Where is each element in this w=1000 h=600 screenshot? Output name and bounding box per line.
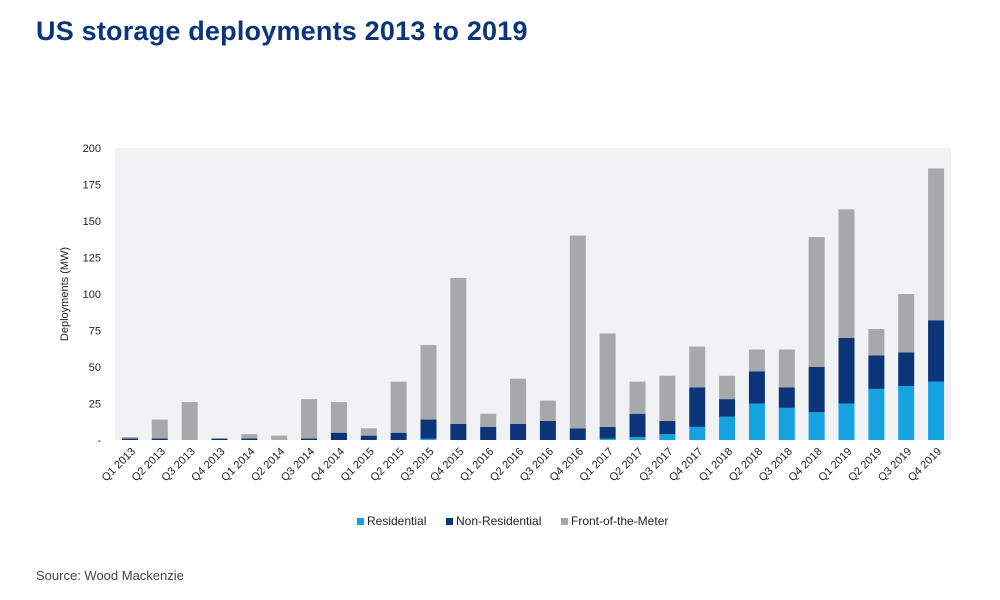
bar-front-of-the-meter (330, 402, 347, 433)
bar-residential (659, 434, 676, 440)
bar-non-residential (211, 438, 228, 440)
bar-residential (928, 381, 945, 440)
bar-residential (599, 438, 616, 440)
bar-residential (689, 426, 706, 440)
bar-front-of-the-meter (301, 399, 318, 439)
bar-front-of-the-meter (510, 378, 527, 424)
bar-residential (719, 416, 736, 440)
bar-non-residential (569, 428, 586, 440)
bar-front-of-the-meter (659, 375, 676, 422)
bar-front-of-the-meter (181, 402, 198, 440)
bar-front-of-the-meter (121, 437, 138, 439)
bar-residential (420, 438, 437, 440)
bar-non-residential (689, 387, 706, 427)
bar-front-of-the-meter (868, 329, 885, 356)
bar-non-residential (748, 371, 765, 404)
bar-non-residential (480, 426, 497, 440)
bar-front-of-the-meter (629, 381, 646, 414)
y-tick-label: 200 (83, 143, 101, 155)
y-axis: - 25 50 75 100 125 150 175 200 (83, 143, 102, 447)
bar-front-of-the-meter (748, 349, 765, 372)
bar-non-residential (390, 432, 407, 440)
bar-front-of-the-meter (689, 346, 706, 388)
bar-non-residential (330, 432, 347, 440)
bar-non-residential (599, 426, 616, 439)
bar-front-of-the-meter (569, 235, 586, 429)
bar-front-of-the-meter (241, 434, 258, 439)
bars (121, 168, 945, 440)
bar-front-of-the-meter (360, 428, 377, 436)
bar-front-of-the-meter (539, 400, 556, 422)
bar-front-of-the-meter (151, 419, 168, 439)
bar-front-of-the-meter (838, 209, 855, 338)
bar-non-residential (121, 438, 138, 440)
y-tick-label: 175 (83, 180, 101, 192)
bar-front-of-the-meter (390, 381, 407, 433)
bar-residential (778, 407, 795, 440)
bar-non-residential (360, 435, 377, 440)
legend-label: Front-of-the-Meter (571, 514, 668, 528)
bar-non-residential (301, 438, 318, 440)
x-tick-label: Q4 2019 (906, 446, 944, 484)
bar-non-residential (928, 320, 945, 382)
y-tick-label: 75 (89, 326, 101, 338)
bar-residential (838, 403, 855, 440)
bar-non-residential (898, 352, 915, 386)
bar-residential (629, 437, 646, 440)
y-tick-label: 150 (83, 216, 101, 228)
source-note: Source: Wood Mackenzie (36, 568, 184, 583)
bar-residential (868, 388, 885, 440)
bar-front-of-the-meter (599, 333, 616, 427)
bar-non-residential (151, 438, 168, 440)
y-tick-label: - (97, 435, 101, 447)
legend-swatch (446, 518, 453, 525)
bar-non-residential (420, 419, 437, 439)
bar-non-residential (241, 438, 258, 440)
bar-front-of-the-meter (719, 375, 736, 400)
bar-non-residential (629, 413, 646, 438)
legend-label: Non-Residential (456, 514, 541, 528)
plot-area (115, 148, 951, 440)
bar-residential (748, 403, 765, 440)
bar-residential (898, 385, 915, 440)
y-tick-label: 125 (83, 253, 101, 265)
y-tick-label: 100 (83, 289, 101, 301)
bar-non-residential (808, 367, 825, 413)
chart-title: US storage deployments 2013 to 2019 (36, 16, 528, 46)
bar-non-residential (510, 423, 527, 440)
bar-front-of-the-meter (420, 345, 437, 420)
bar-non-residential (539, 421, 556, 440)
legend-swatch (561, 518, 568, 525)
bar-front-of-the-meter (898, 294, 915, 353)
legend-swatch (357, 518, 364, 525)
y-tick-label: 25 (89, 399, 101, 411)
bar-non-residential (838, 337, 855, 404)
bar-non-residential (719, 399, 736, 417)
bar-front-of-the-meter (480, 413, 497, 427)
bar-residential (808, 412, 825, 440)
bar-front-of-the-meter (450, 277, 467, 424)
bar-non-residential (659, 421, 676, 435)
legend: Residential Non-Residential Front-of-the-M… (357, 514, 668, 528)
bar-non-residential (778, 387, 795, 408)
y-tick-label: 50 (89, 362, 101, 374)
bar-non-residential (450, 423, 467, 440)
bar-front-of-the-meter (778, 349, 795, 388)
y-axis-label: Deployments (MW) (59, 247, 71, 341)
legend-label: Residential (367, 514, 426, 528)
bar-non-residential (868, 355, 885, 389)
bar-front-of-the-meter (808, 237, 825, 367)
bar-front-of-the-meter (271, 435, 288, 440)
bar-front-of-the-meter (928, 168, 945, 321)
